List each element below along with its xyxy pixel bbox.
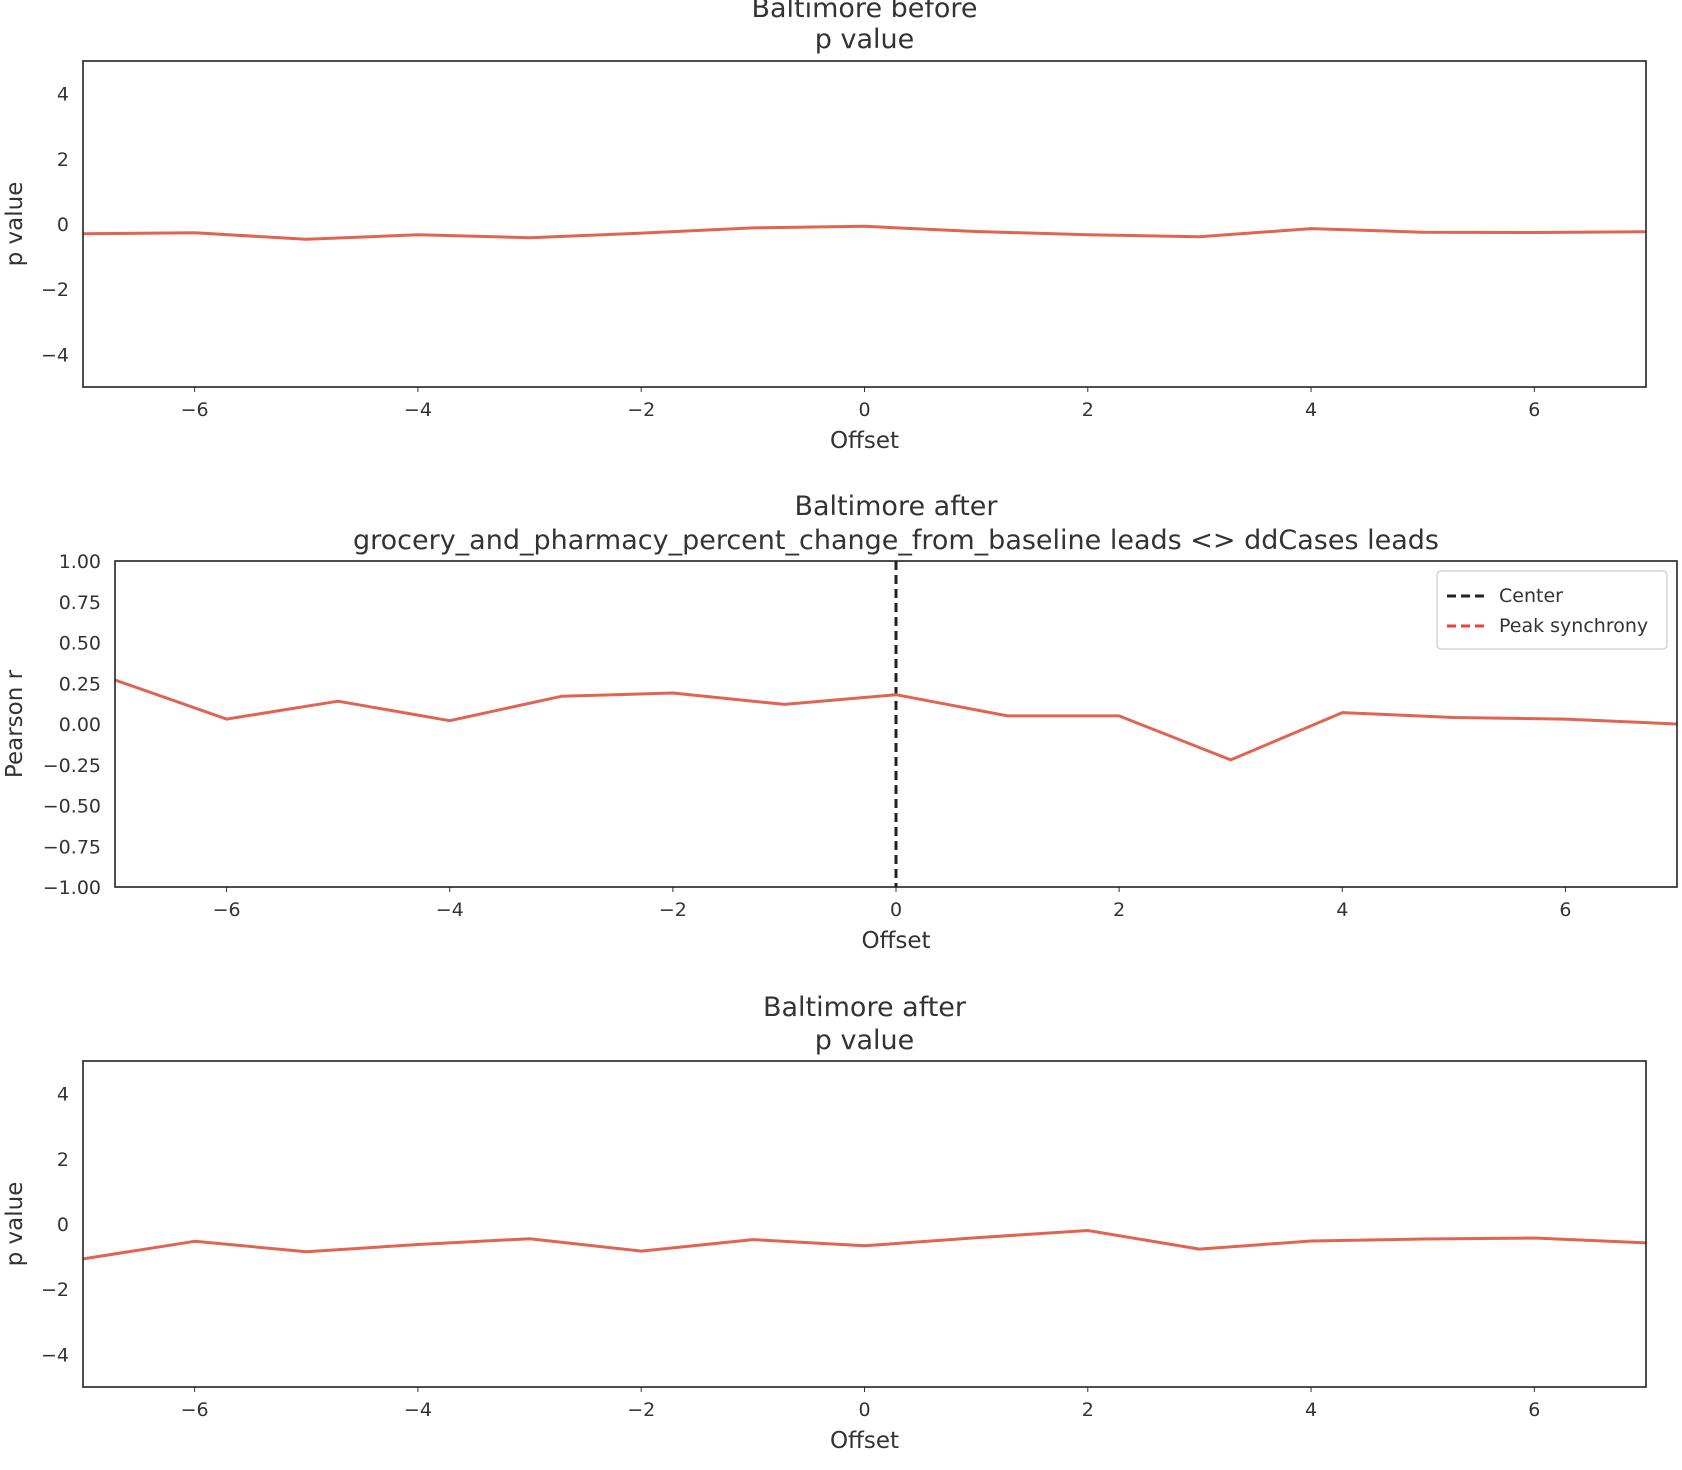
- x-tick-label: −2: [627, 1399, 655, 1421]
- y-tick-label: −2: [41, 1279, 69, 1301]
- chart-title-line-2: grocery_and_pharmacy_percent_change_from…: [353, 525, 1439, 556]
- x-tick-label: 2: [1082, 1399, 1094, 1421]
- chart-title-line-1: Baltimore after: [794, 491, 998, 522]
- y-tick-label: −4: [41, 1344, 69, 1366]
- x-tick-label: 6: [1528, 1399, 1540, 1421]
- plot-frame: [82, 60, 1647, 388]
- y-tick-label: −0.25: [43, 755, 101, 777]
- x-tick-label: −4: [436, 899, 464, 921]
- y-tick-label: 0: [57, 1214, 69, 1236]
- chart-title-line-1: Baltimore before: [751, 0, 977, 24]
- y-tick-label: 0: [57, 214, 69, 236]
- x-tick-label: 6: [1559, 899, 1571, 921]
- x-tick-label: 0: [858, 399, 870, 421]
- legend: Center Peak synchrony: [1436, 570, 1668, 650]
- legend-box: [1436, 570, 1668, 650]
- y-tick-label: −0.75: [43, 836, 101, 858]
- x-tick-label: −6: [181, 1399, 209, 1421]
- x-tick-label: −4: [404, 1399, 432, 1421]
- x-tick-label: −6: [181, 399, 209, 421]
- series-line-1: [115, 678, 1677, 762]
- y-tick-label: −2: [41, 279, 69, 301]
- series-line-1: [83, 1229, 1646, 1261]
- y-tick-label: 4: [57, 1084, 69, 1106]
- plot-frame: [114, 560, 1678, 888]
- plot-frame: [82, 1060, 1647, 1388]
- legend-entry-label: Center: [1499, 585, 1563, 607]
- x-tick-label: −6: [213, 899, 241, 921]
- x-axis-label: Offset: [861, 928, 930, 954]
- x-tick-label: 4: [1336, 899, 1348, 921]
- y-tick-label: 0.75: [59, 592, 101, 614]
- y-tick-label: 0.25: [59, 673, 101, 695]
- y-tick-label: 1.00: [59, 551, 101, 573]
- x-tick-label: −4: [404, 399, 432, 421]
- chart-title-line-2: p value: [815, 1025, 914, 1056]
- chart-title-line-2: p value: [815, 24, 914, 55]
- legend-entry-label: Peak synchrony: [1499, 615, 1648, 637]
- x-axis-label: Offset: [830, 428, 899, 454]
- x-tick-label: −2: [627, 399, 655, 421]
- x-tick-label: 2: [1113, 899, 1125, 921]
- x-tick-label: 0: [858, 1399, 870, 1421]
- x-tick-label: 4: [1305, 1399, 1317, 1421]
- y-tick-label: −4: [41, 344, 69, 366]
- y-tick-label: −1.00: [43, 877, 101, 899]
- y-axis-label: Pearson r: [2, 669, 28, 778]
- y-tick-label: 2: [57, 1149, 69, 1171]
- y-tick-label: 0.00: [59, 714, 101, 736]
- x-tick-label: −2: [659, 899, 687, 921]
- y-tick-label: 2: [57, 149, 69, 171]
- x-tick-label: 2: [1082, 399, 1094, 421]
- x-axis-label: Offset: [830, 1428, 899, 1454]
- subplot-2: Baltimore aftergrocery_and_pharmacy_perc…: [2, 491, 1678, 954]
- y-axis-label: p value: [2, 1182, 28, 1267]
- x-tick-label: 4: [1305, 399, 1317, 421]
- y-axis-label: p value: [2, 182, 28, 267]
- y-tick-label: 0.50: [59, 633, 101, 655]
- y-tick-label: 4: [57, 84, 69, 106]
- x-tick-label: 6: [1528, 399, 1540, 421]
- series-line-1: [83, 224, 1646, 241]
- x-tick-label: 0: [890, 899, 902, 921]
- y-tick-label: −0.50: [43, 796, 101, 818]
- chart-title-line-1: Baltimore after: [763, 992, 967, 1023]
